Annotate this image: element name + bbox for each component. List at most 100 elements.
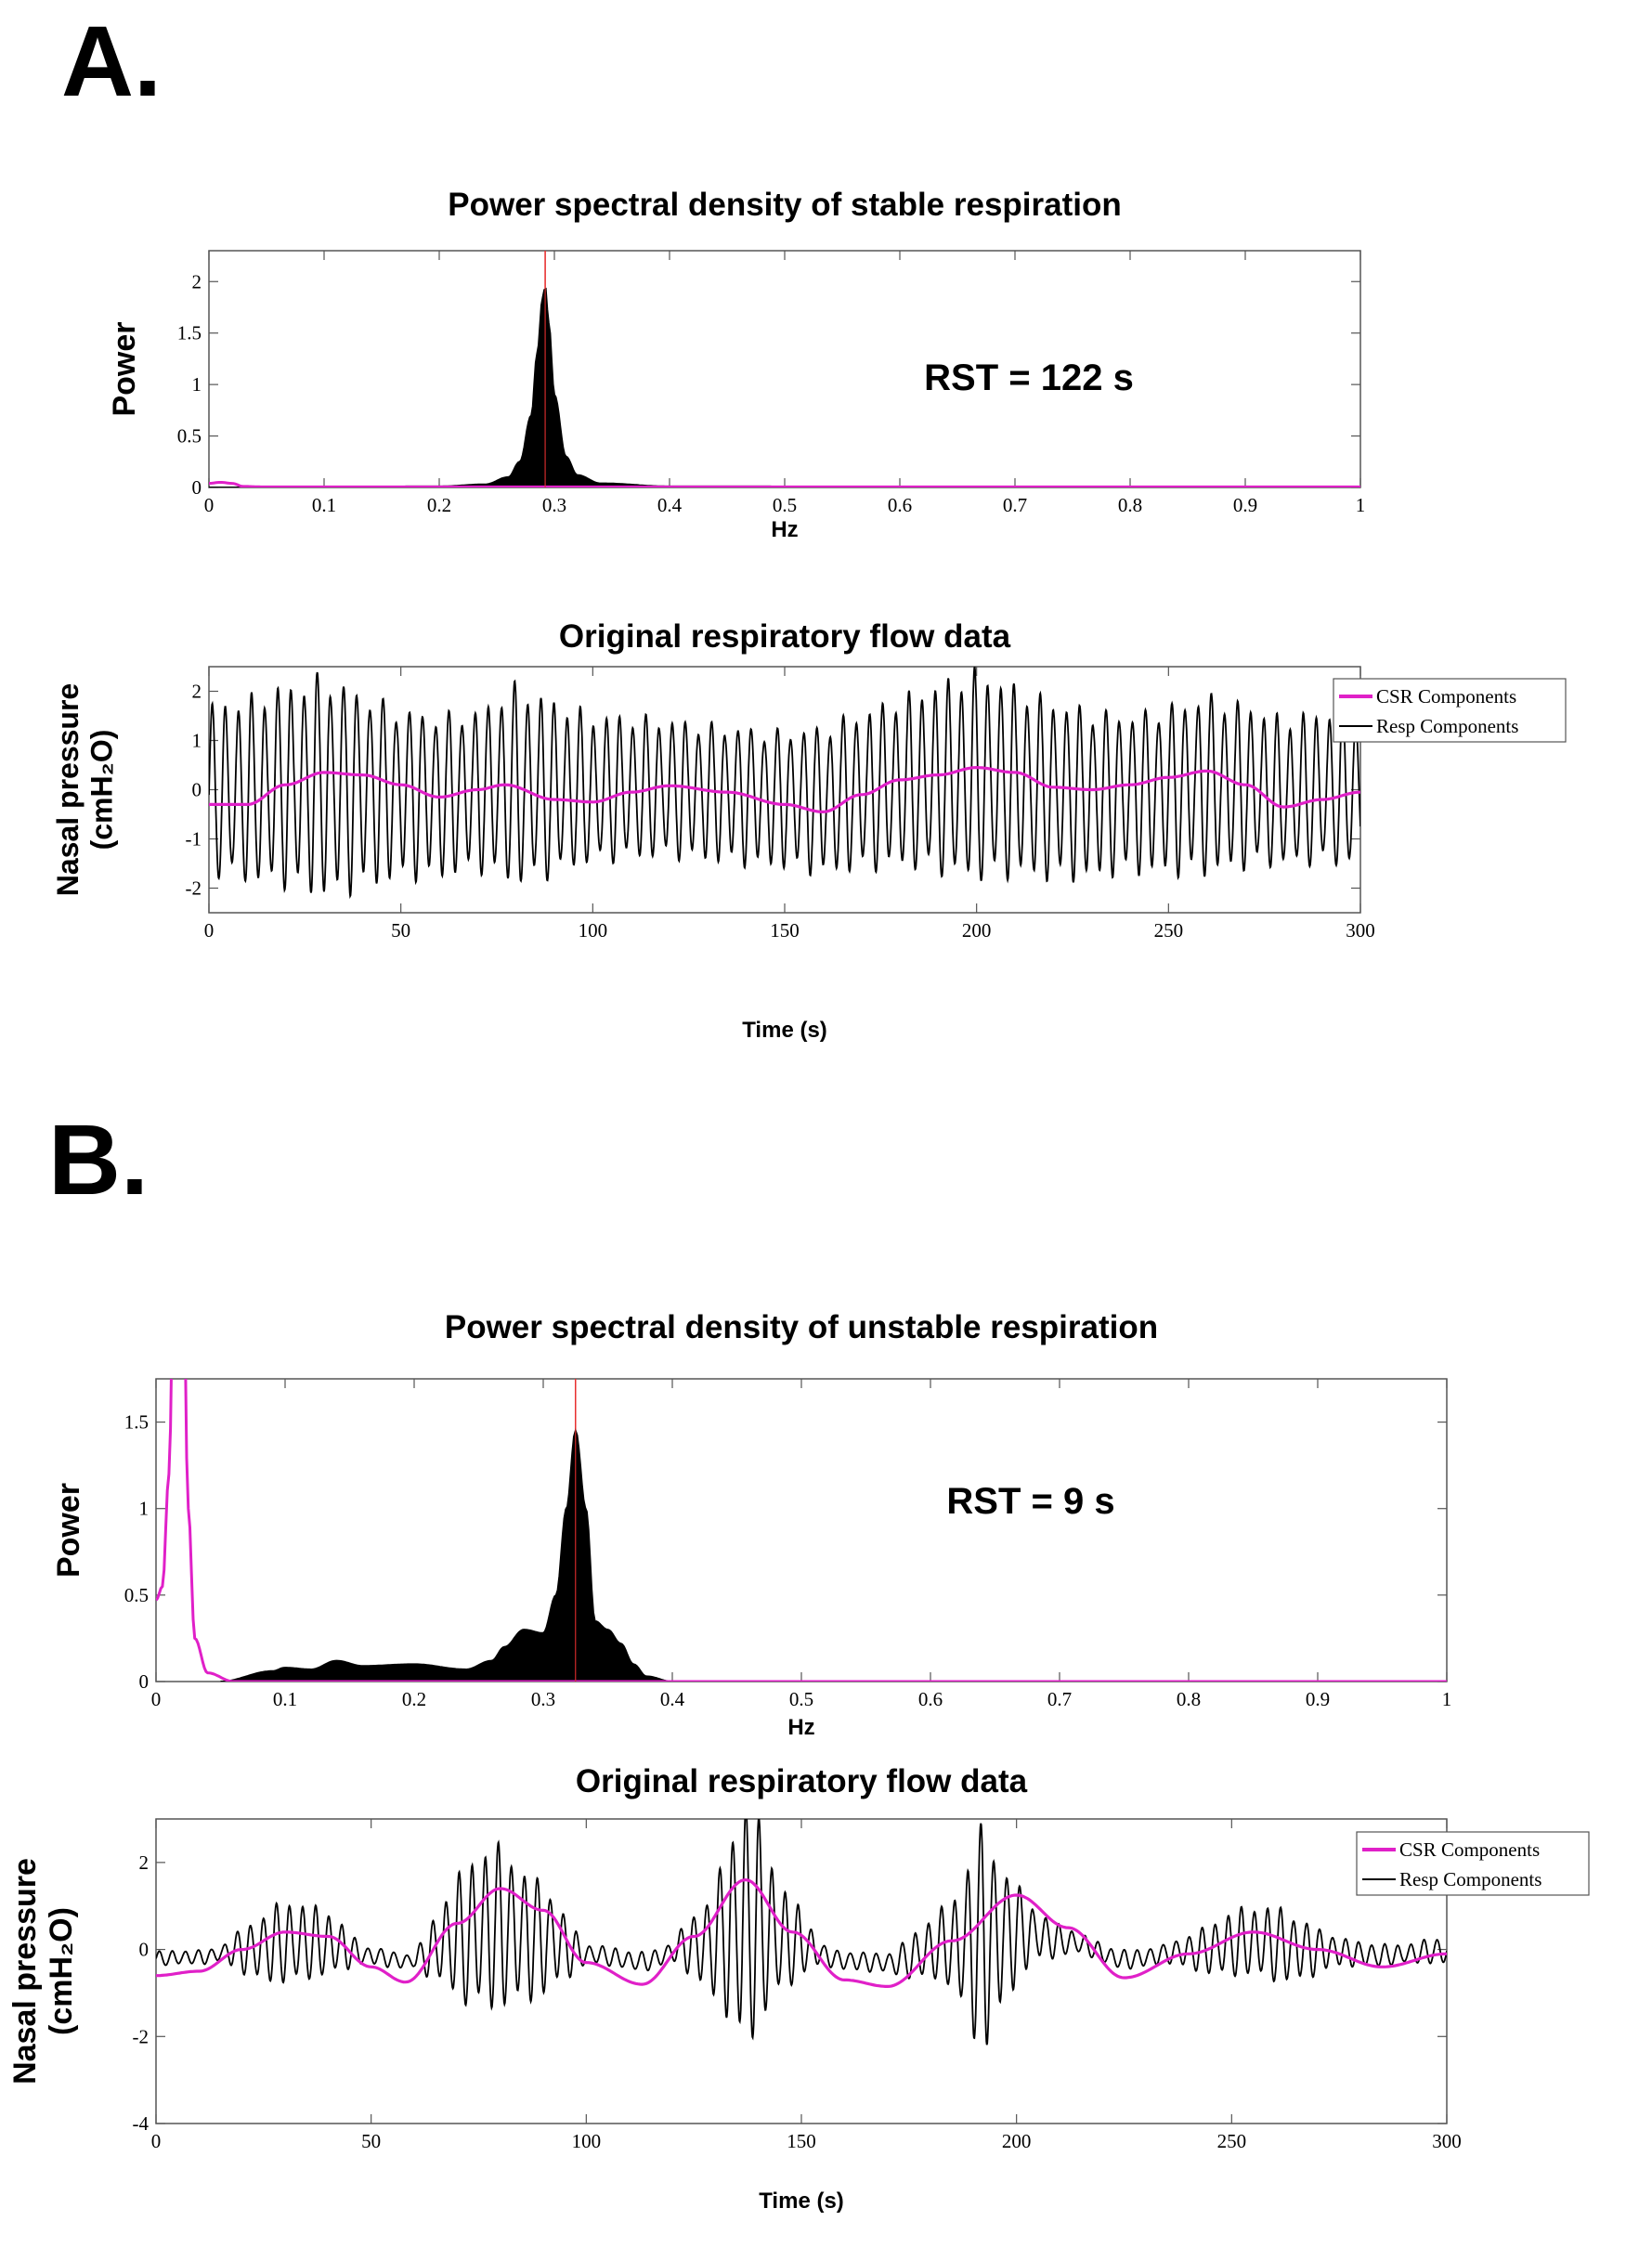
x-tick-label: 0.3 xyxy=(542,494,566,516)
x-axis-label: Hz xyxy=(787,1715,814,1740)
x-tick-label: 0.7 xyxy=(1047,1688,1072,1710)
x-axis-label: Hz xyxy=(771,517,798,542)
legend-box xyxy=(1333,678,1567,743)
chart-a-psd: Power spectral density of stable respira… xyxy=(107,187,1366,542)
plot-area xyxy=(156,1819,1447,2046)
x-tick-label: 0.8 xyxy=(1177,1688,1201,1710)
x-tick-label: 0.1 xyxy=(312,494,336,516)
y-tick-label: 1 xyxy=(192,730,202,752)
plot-area xyxy=(209,667,1360,900)
legend-resp-label: Resp Components xyxy=(1376,715,1518,737)
legend: CSR Components Resp Components xyxy=(1333,678,1567,743)
resp-components-area xyxy=(209,287,1360,487)
x-axis-label: Time (s) xyxy=(742,1018,827,1043)
x-tick-label: 0.3 xyxy=(531,1688,555,1710)
chart-title: Original respiratory flow data xyxy=(576,1763,1028,1799)
legend: CSR Components Resp Components xyxy=(1356,1831,1590,1896)
x-tick-label: 0 xyxy=(204,919,215,942)
x-tick-label: 100 xyxy=(572,2130,602,2152)
y-tick-label: 1.5 xyxy=(177,322,202,344)
csr-components-line xyxy=(209,481,1360,487)
y-tick-label: -1 xyxy=(186,828,202,851)
y-tick-label: 0 xyxy=(139,1670,150,1693)
y-tick-label: 1 xyxy=(139,1498,150,1520)
rst-annotation: RST = 122 s xyxy=(924,357,1134,398)
x-tick-label: 0.5 xyxy=(789,1688,813,1710)
plot-area xyxy=(209,251,1360,487)
x-tick-label: 200 xyxy=(1002,2130,1032,2152)
x-tick-label: 100 xyxy=(579,919,608,942)
y-tick-label: 1.5 xyxy=(124,1411,149,1434)
y-tick-label: -2 xyxy=(186,877,202,900)
plot-area xyxy=(156,1379,1447,1682)
chart-b-flow: Original respiratory flow data Nasal pres… xyxy=(7,1763,1590,2214)
x-tick-label: 0 xyxy=(151,1688,162,1710)
y-axis-label: Power xyxy=(107,321,142,416)
x-tick-label: 300 xyxy=(1432,2130,1462,2152)
x-tick-label: 150 xyxy=(770,919,800,942)
x-tick-label: 0.5 xyxy=(773,494,797,516)
chart-title: Original respiratory flow data xyxy=(559,618,1011,655)
x-tick-label: 50 xyxy=(391,919,410,942)
y-axis-label: Nasal pressure(cmH₂O) xyxy=(7,1858,79,2085)
x-tick-label: 0.9 xyxy=(1233,494,1257,516)
x-tick-label: 0.1 xyxy=(273,1688,297,1710)
y-tick-label: 1 xyxy=(192,373,202,396)
x-tick-label: 1 xyxy=(1356,494,1366,516)
y-axis-label-line2: (cmH₂O) xyxy=(44,1907,79,2035)
chart-title: Power spectral density of unstable respi… xyxy=(445,1309,1158,1345)
chart-b-psd: Power spectral density of unstable respi… xyxy=(51,1309,1452,1740)
x-tick-label: 0.4 xyxy=(660,1688,685,1710)
x-tick-label: 150 xyxy=(787,2130,816,2152)
x-tick-label: 300 xyxy=(1346,919,1375,942)
x-tick-label: 250 xyxy=(1154,919,1184,942)
legend-box xyxy=(1356,1831,1590,1896)
csr-components-line xyxy=(156,1877,1447,1988)
y-axis-label: Nasal pressure(cmH₂O) xyxy=(51,683,119,896)
x-tick-label: 50 xyxy=(361,2130,381,2152)
x-tick-label: 0.8 xyxy=(1118,494,1142,516)
rst-annotation: RST = 9 s xyxy=(946,1481,1114,1522)
x-tick-label: 0.4 xyxy=(657,494,683,516)
x-tick-label: 0.6 xyxy=(888,494,912,516)
plot-frame xyxy=(155,1818,1448,2124)
x-tick-label: 0.9 xyxy=(1306,1688,1330,1710)
y-axis-label-line1: Nasal pressure xyxy=(7,1858,43,2085)
y-tick-label: 0 xyxy=(192,476,202,499)
y-axis-label-line2: (cmH₂O) xyxy=(85,730,119,851)
x-tick-label: 0 xyxy=(151,2130,162,2152)
resp-components-area xyxy=(220,1427,1447,1682)
y-tick-label: -4 xyxy=(133,2112,150,2135)
y-tick-label: 0.5 xyxy=(177,425,202,448)
y-tick-label: 0 xyxy=(139,1939,150,1961)
resp-components-line xyxy=(209,667,1360,900)
chart-a-flow: Original respiratory flow data Nasal pres… xyxy=(51,618,1567,1043)
y-tick-label: 2 xyxy=(192,270,202,292)
csr-components-line xyxy=(156,1379,1447,1682)
x-tick-label: 0.6 xyxy=(918,1688,943,1710)
legend-csr-label: CSR Components xyxy=(1376,685,1516,708)
x-tick-label: 250 xyxy=(1217,2130,1247,2152)
legend-csr-label: CSR Components xyxy=(1399,1838,1540,1861)
y-tick-label: 0 xyxy=(192,779,202,801)
y-axis-label-line1: Nasal pressure xyxy=(51,683,85,896)
y-tick-label: 2 xyxy=(192,681,202,703)
x-tick-label: 1 xyxy=(1442,1688,1452,1710)
chart-title: Power spectral density of stable respira… xyxy=(448,187,1122,223)
legend-resp-label: Resp Components xyxy=(1399,1868,1541,1890)
y-axis-label: Power xyxy=(51,1483,86,1578)
resp-components-line xyxy=(156,1819,1447,2046)
x-tick-label: 0.2 xyxy=(402,1688,426,1710)
csr-components-line xyxy=(209,765,1360,814)
panel-b-label: B. xyxy=(48,1103,149,1215)
plot-frame xyxy=(208,250,1361,488)
x-tick-label: 0 xyxy=(204,494,215,516)
panel-a-label: A. xyxy=(61,5,162,117)
x-tick-label: 0.2 xyxy=(427,494,451,516)
x-tick-label: 0.7 xyxy=(1003,494,1027,516)
y-tick-label: 0.5 xyxy=(124,1584,149,1606)
y-tick-label: 2 xyxy=(139,1851,150,1874)
x-axis-label: Time (s) xyxy=(759,2189,844,2214)
y-tick-label: -2 xyxy=(133,2025,150,2047)
plot-frame xyxy=(155,1378,1448,1682)
